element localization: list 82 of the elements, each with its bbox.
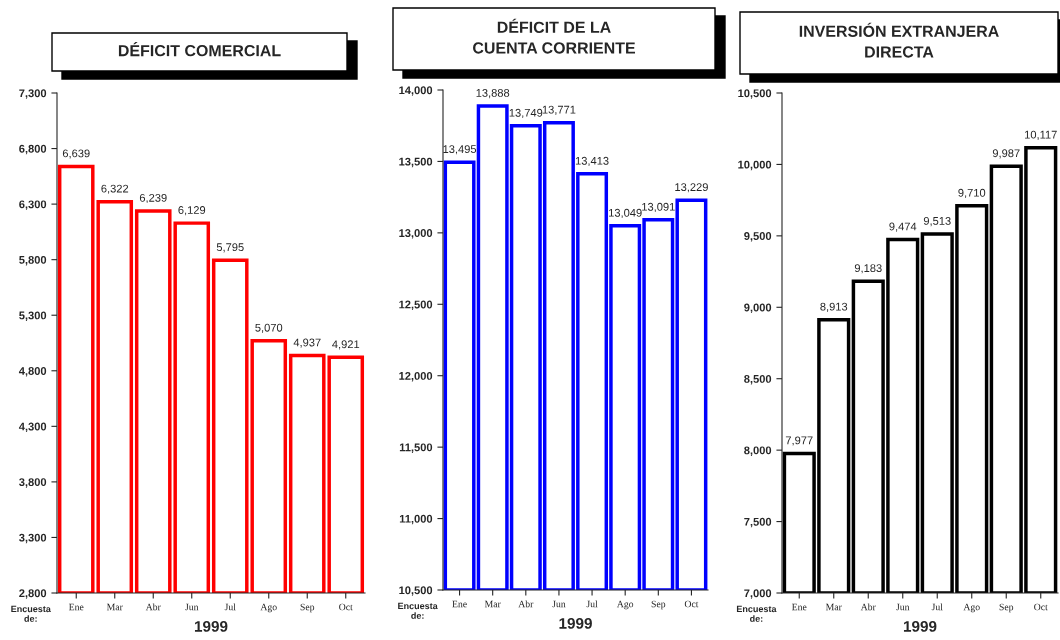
text: Encuesta de: bbox=[398, 602, 438, 619]
y-tick-label: 10,500 bbox=[399, 586, 433, 596]
x-tick-label: Ene bbox=[452, 600, 467, 608]
x-tick-label: Abr bbox=[860, 603, 876, 611]
chart-title: DÉFICIT COMERCIAL bbox=[118, 41, 281, 57]
y-tick-label: 7,500 bbox=[744, 517, 772, 528]
data-label: 6,322 bbox=[101, 184, 129, 194]
data-label: 5,070 bbox=[255, 323, 283, 333]
x-tick-label: Ene bbox=[68, 603, 84, 611]
x-axis-title: 1999 bbox=[559, 617, 592, 629]
data-label: 5,795 bbox=[216, 243, 244, 253]
y-tick-label: 12,500 bbox=[399, 300, 433, 311]
data-label: 6,639 bbox=[62, 149, 90, 159]
y-tick-label: 9,000 bbox=[744, 303, 772, 314]
y-tick-label: 10,500 bbox=[738, 89, 772, 99]
data-label: 13,749 bbox=[509, 108, 543, 119]
text: Encuesta de: bbox=[736, 605, 777, 622]
x-tick-label: Mar bbox=[825, 603, 842, 611]
data-label: 9,710 bbox=[958, 188, 986, 199]
y-tick-label: 5,300 bbox=[19, 311, 47, 321]
y-tick-label: 6,300 bbox=[19, 200, 47, 210]
chart-title: DÉFICIT DE LA CUENTA CORRIENTE bbox=[473, 18, 636, 54]
y-tick-label: 11,000 bbox=[399, 514, 433, 525]
y-tick-label: 6,800 bbox=[19, 144, 47, 155]
data-label: 6,129 bbox=[178, 206, 206, 216]
data-label: 13,888 bbox=[476, 88, 510, 99]
y-tick-label: 13,500 bbox=[399, 157, 433, 168]
y-tick-label: 5,800 bbox=[19, 255, 47, 266]
y-tick-label: 9,500 bbox=[744, 232, 772, 242]
data-label: 13,771 bbox=[542, 105, 576, 115]
y-tick-label: 3,800 bbox=[19, 478, 47, 488]
x-tick-label: Ene bbox=[791, 603, 807, 611]
y-tick-label: 7,000 bbox=[744, 589, 772, 599]
x-tick-label: Mar bbox=[484, 600, 501, 608]
x-tick-label: Sep bbox=[999, 603, 1014, 613]
data-label: 13,049 bbox=[609, 208, 642, 219]
x-tick-label: Jul bbox=[586, 600, 598, 608]
data-label: 9,987 bbox=[992, 149, 1020, 159]
data-label: 13,091 bbox=[642, 202, 675, 213]
data-label: 13,229 bbox=[675, 183, 708, 193]
x-tick-label: Abr bbox=[145, 603, 161, 611]
data-label: 10,117 bbox=[1025, 130, 1057, 140]
x-axis-title: 1999 bbox=[194, 620, 228, 632]
data-label: 13,413 bbox=[575, 156, 609, 167]
x-tick-label: Oct bbox=[1034, 603, 1048, 611]
y-tick-label: 13,000 bbox=[399, 229, 433, 239]
data-label: 4,921 bbox=[332, 340, 360, 350]
x-tick-label: Jun bbox=[896, 603, 910, 611]
x-axis-title: 1999 bbox=[903, 620, 937, 632]
data-label: 6,239 bbox=[139, 193, 167, 204]
x-tick-label: Sep bbox=[651, 600, 666, 610]
y-tick-label: 4,300 bbox=[18, 422, 47, 433]
y-tick-label: 7,300 bbox=[19, 89, 47, 99]
y-tick-label: 14,000 bbox=[399, 86, 433, 96]
y-tick-label: 8,500 bbox=[744, 374, 772, 385]
y-tick-label: 3,300 bbox=[19, 533, 47, 544]
chart-title: INVERSIÓN EXTRANJERA DIRECTA bbox=[799, 22, 999, 58]
data-label: 9,513 bbox=[923, 216, 951, 227]
y-tick-label: 11,500 bbox=[399, 443, 433, 453]
y-tick-label: 12,000 bbox=[399, 371, 433, 382]
y-tick-label: 10,000 bbox=[738, 160, 772, 171]
x-tick-label: Jul bbox=[224, 603, 236, 611]
y-tick-label: 4,800 bbox=[18, 367, 47, 377]
x-tick-label: Ago bbox=[616, 600, 634, 610]
data-label: 9,183 bbox=[854, 264, 882, 274]
x-tick-label: Oct bbox=[684, 600, 699, 608]
data-label: 4,937 bbox=[293, 338, 321, 348]
text: Encuesta de: bbox=[11, 605, 51, 622]
x-tick-label: Ago bbox=[260, 603, 277, 613]
y-tick-label: 8,000 bbox=[744, 446, 772, 456]
x-tick-label: Ago bbox=[963, 603, 980, 613]
y-tick-label: 2,800 bbox=[19, 589, 47, 599]
x-tick-label: Mar bbox=[106, 603, 123, 611]
x-tick-label: Jun bbox=[185, 603, 199, 611]
x-tick-label: Jun bbox=[552, 600, 566, 608]
x-tick-label: Jul bbox=[931, 603, 943, 611]
data-label: 8,913 bbox=[820, 302, 848, 312]
data-label: 9,474 bbox=[889, 222, 917, 232]
x-tick-label: Abr bbox=[518, 600, 534, 608]
x-tick-label: Sep bbox=[300, 603, 315, 613]
x-tick-label: Oct bbox=[339, 603, 353, 611]
data-label: 7,977 bbox=[785, 436, 813, 446]
